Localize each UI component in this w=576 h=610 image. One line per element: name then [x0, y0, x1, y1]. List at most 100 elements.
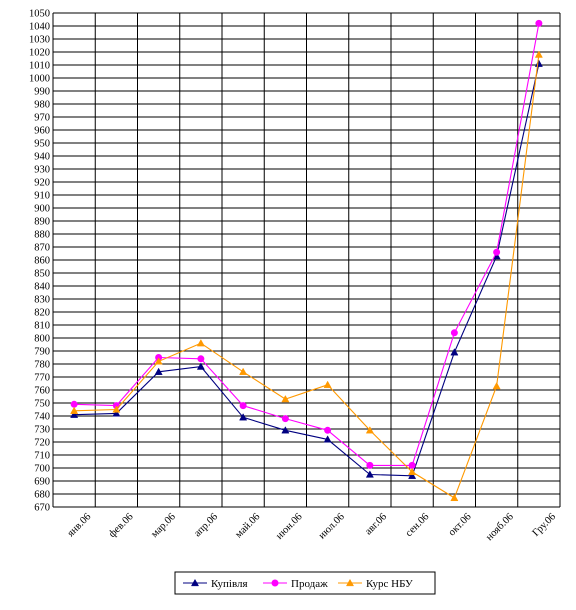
data-point: [239, 402, 247, 410]
y-tick-label: 700: [34, 464, 50, 475]
legend-item-2: Продаж: [263, 578, 328, 590]
y-tick-label: 840: [34, 282, 50, 293]
x-tick-label: апр.06: [192, 511, 220, 539]
data-point: [408, 461, 416, 469]
legend-label: Продаж: [291, 578, 328, 590]
data-point: [492, 381, 501, 390]
y-tick-label: 810: [34, 321, 50, 332]
legend-swatch-marker: [190, 578, 200, 587]
x-tick-label: нояб.06: [484, 511, 516, 543]
data-point: [154, 357, 163, 365]
data-point: [281, 394, 290, 403]
y-tick-label: 1000: [29, 74, 50, 85]
grid-layer: [52, 12, 561, 508]
legend-swatch-marker: [345, 578, 355, 587]
y-tick-label: 960: [34, 126, 50, 137]
data-point: [323, 435, 332, 443]
series-line: [74, 63, 540, 477]
data-point: [365, 426, 374, 434]
data-point: [197, 355, 205, 363]
x-tick-label: июл.06: [317, 511, 347, 541]
y-tick-label: 990: [34, 87, 50, 98]
data-point: [323, 380, 332, 388]
y-tick-label: 1050: [29, 9, 50, 20]
y-tick-label: 690: [34, 477, 50, 488]
y-tick-label: 740: [34, 412, 50, 423]
y-tick-label: 770: [34, 373, 50, 384]
y-tick-label: 790: [34, 347, 50, 358]
y-tick-label: 950: [34, 139, 50, 150]
data-point: [408, 467, 417, 476]
series-line: [74, 23, 540, 466]
y-tick-label: 940: [34, 152, 50, 163]
data-point: [112, 409, 121, 417]
data-point: [408, 471, 417, 479]
series-3: [70, 50, 543, 502]
data-point: [196, 339, 205, 347]
y-tick-label: 800: [34, 334, 50, 345]
data-point: [70, 410, 79, 418]
x-tick-label: окт.06: [447, 511, 474, 538]
y-tick-label: 910: [34, 191, 50, 202]
legend-item-3: Курс НБУ: [338, 578, 413, 590]
data-point: [324, 426, 332, 434]
data-point: [239, 367, 248, 375]
x-axis-ticks: янв.06 фев.06 мар.06 апр.06 май.06 июн.06 июл.…: [65, 511, 558, 543]
x-tick-label: Гру.06: [531, 511, 558, 538]
data-point: [281, 415, 289, 423]
data-point: [70, 406, 79, 414]
x-tick-label: сен.06: [404, 511, 432, 539]
y-tick-label: 710: [34, 451, 50, 462]
y-tick-label: 750: [34, 399, 50, 410]
legend-label: Курс НБУ: [366, 578, 413, 590]
y-tick-label: 1020: [29, 48, 50, 59]
data-point: [70, 400, 78, 408]
x-tick-label: авг.06: [363, 511, 389, 537]
y-tick-label: 870: [34, 243, 50, 254]
y-tick-label: 1040: [29, 22, 50, 33]
y-tick-label: 930: [34, 165, 50, 176]
data-point: [239, 413, 248, 421]
y-tick-label: 680: [34, 490, 50, 501]
y-tick-label: 820: [34, 308, 50, 319]
y-tick-label: 880: [34, 230, 50, 241]
series-1: [70, 59, 543, 479]
y-tick-label: 760: [34, 386, 50, 397]
y-tick-label: 720: [34, 438, 50, 449]
x-tick-label: фев.06: [107, 511, 136, 540]
y-tick-label: 920: [34, 178, 50, 189]
y-tick-label: 970: [34, 113, 50, 124]
x-tick-label: май.06: [233, 511, 262, 540]
series-line: [74, 54, 540, 499]
data-point: [450, 348, 459, 356]
data-point: [281, 426, 290, 434]
legend-item-1: Купівля: [183, 578, 248, 590]
y-tick-label: 780: [34, 360, 50, 371]
data-point: [535, 19, 543, 27]
data-point: [366, 461, 374, 469]
y-tick-label: 1030: [29, 35, 50, 46]
data-point: [534, 50, 543, 58]
data-point: [493, 248, 501, 256]
y-tick-label: 900: [34, 204, 50, 215]
y-tick-label: 1010: [29, 61, 50, 72]
y-tick-label: 980: [34, 100, 50, 111]
y-tick-label: 890: [34, 217, 50, 228]
series-layer: [70, 19, 543, 502]
data-point: [196, 362, 205, 370]
legend-swatch-marker: [271, 579, 279, 587]
x-tick-label: июн.06: [274, 511, 305, 542]
x-tick-label: янв.06: [65, 511, 93, 539]
legend: Купівля Продаж Курс НБУ: [174, 571, 436, 595]
data-point: [154, 367, 163, 375]
legend-label: Купівля: [211, 578, 248, 590]
data-point: [450, 493, 459, 502]
x-tick-label: мар.06: [149, 511, 178, 540]
y-tick-label: 830: [34, 295, 50, 306]
y-tick-label: 670: [34, 503, 50, 514]
data-point: [534, 59, 543, 67]
legend-box: [174, 571, 436, 595]
data-point: [112, 405, 121, 413]
